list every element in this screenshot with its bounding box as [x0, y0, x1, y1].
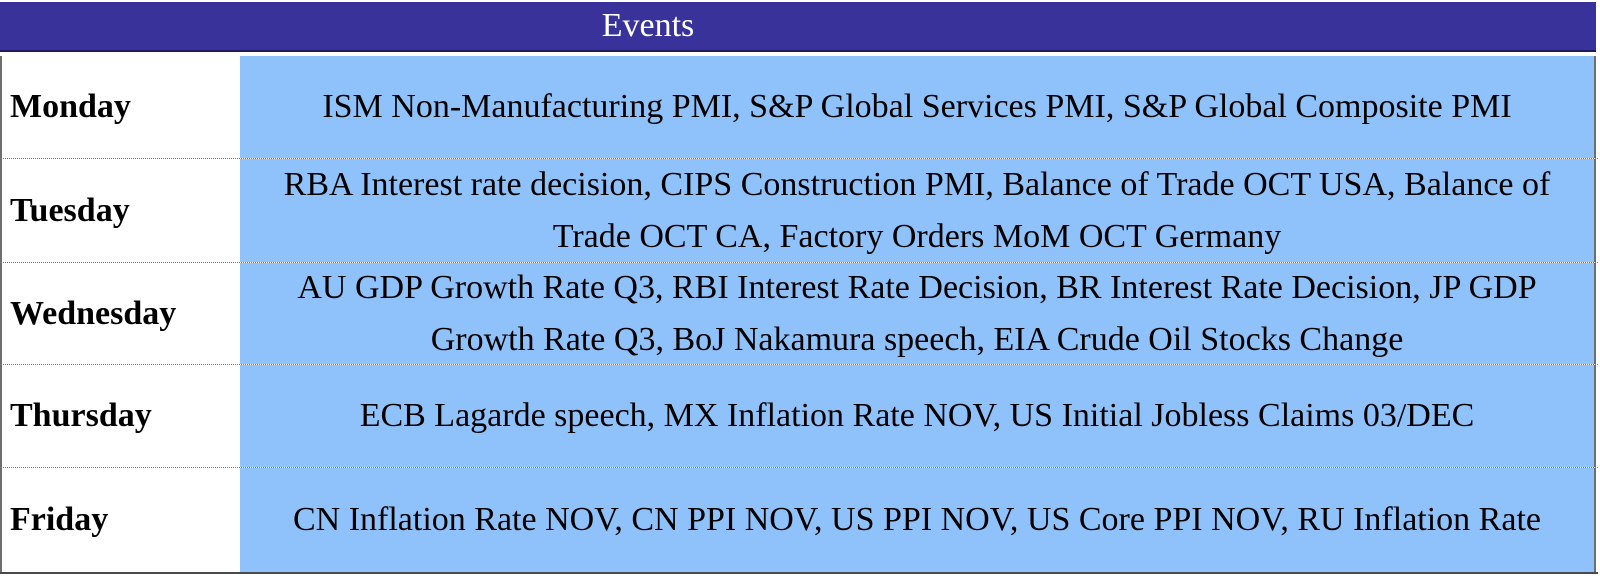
events-cell: ISM Non-Manufacturing PMI, S&P Global Se…	[240, 56, 1596, 158]
events-cell: CN Inflation Rate NOV, CN PPI NOV, US PP…	[240, 468, 1596, 572]
row-divider	[0, 364, 1598, 365]
events-cell: AU GDP Growth Rate Q3, RBI Interest Rate…	[240, 263, 1596, 364]
table-row-friday: Friday CN Inflation Rate NOV, CN PPI NOV…	[0, 468, 1600, 572]
events-header: Events	[0, 2, 1596, 52]
table-row-tuesday: Tuesday RBA Interest rate decision, CIPS…	[0, 159, 1600, 262]
day-cell: Thursday	[0, 365, 240, 467]
events-cell: RBA Interest rate decision, CIPS Constru…	[240, 159, 1596, 262]
day-cell: Monday	[0, 56, 240, 158]
table-row-monday: Monday ISM Non-Manufacturing PMI, S&P Gl…	[0, 56, 1600, 158]
day-cell: Tuesday	[0, 159, 240, 262]
table-bottom-border	[0, 572, 1598, 574]
row-divider	[0, 262, 1598, 263]
events-header-label: Events	[601, 7, 695, 44]
table-row-wednesday: Wednesday AU GDP Growth Rate Q3, RBI Int…	[0, 263, 1600, 364]
day-cell: Friday	[0, 468, 240, 572]
table-row-thursday: Thursday ECB Lagarde speech, MX Inflatio…	[0, 365, 1600, 467]
events-cell: ECB Lagarde speech, MX Inflation Rate NO…	[240, 365, 1596, 467]
row-divider	[0, 467, 1598, 468]
row-divider	[0, 158, 1598, 159]
day-cell: Wednesday	[0, 263, 240, 364]
